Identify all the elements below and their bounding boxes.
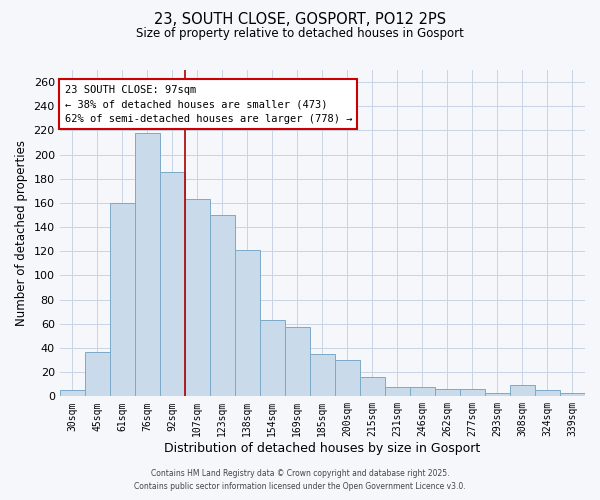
Bar [235, 250, 260, 396]
Bar [560, 392, 585, 396]
Bar [460, 389, 485, 396]
Bar [85, 352, 110, 397]
Text: 23, SOUTH CLOSE, GOSPORT, PO12 2PS: 23, SOUTH CLOSE, GOSPORT, PO12 2PS [154, 12, 446, 28]
Bar [260, 320, 285, 396]
Bar [185, 200, 210, 396]
Text: Size of property relative to detached houses in Gosport: Size of property relative to detached ho… [136, 28, 464, 40]
Bar [59, 390, 85, 396]
Bar [435, 389, 460, 396]
X-axis label: Distribution of detached houses by size in Gosport: Distribution of detached houses by size … [164, 442, 481, 455]
Bar [535, 390, 560, 396]
Bar [410, 386, 435, 396]
Bar [485, 392, 510, 396]
Bar [160, 172, 185, 396]
Bar [110, 203, 135, 396]
Text: 23 SOUTH CLOSE: 97sqm
← 38% of detached houses are smaller (473)
62% of semi-det: 23 SOUTH CLOSE: 97sqm ← 38% of detached … [65, 84, 352, 124]
Bar [385, 386, 410, 396]
Bar [510, 386, 535, 396]
Y-axis label: Number of detached properties: Number of detached properties [15, 140, 28, 326]
Bar [310, 354, 335, 397]
Bar [335, 360, 360, 397]
Bar [285, 328, 310, 396]
Bar [360, 377, 385, 396]
Bar [210, 215, 235, 396]
Bar [135, 133, 160, 396]
Text: Contains HM Land Registry data © Crown copyright and database right 2025.
Contai: Contains HM Land Registry data © Crown c… [134, 469, 466, 491]
